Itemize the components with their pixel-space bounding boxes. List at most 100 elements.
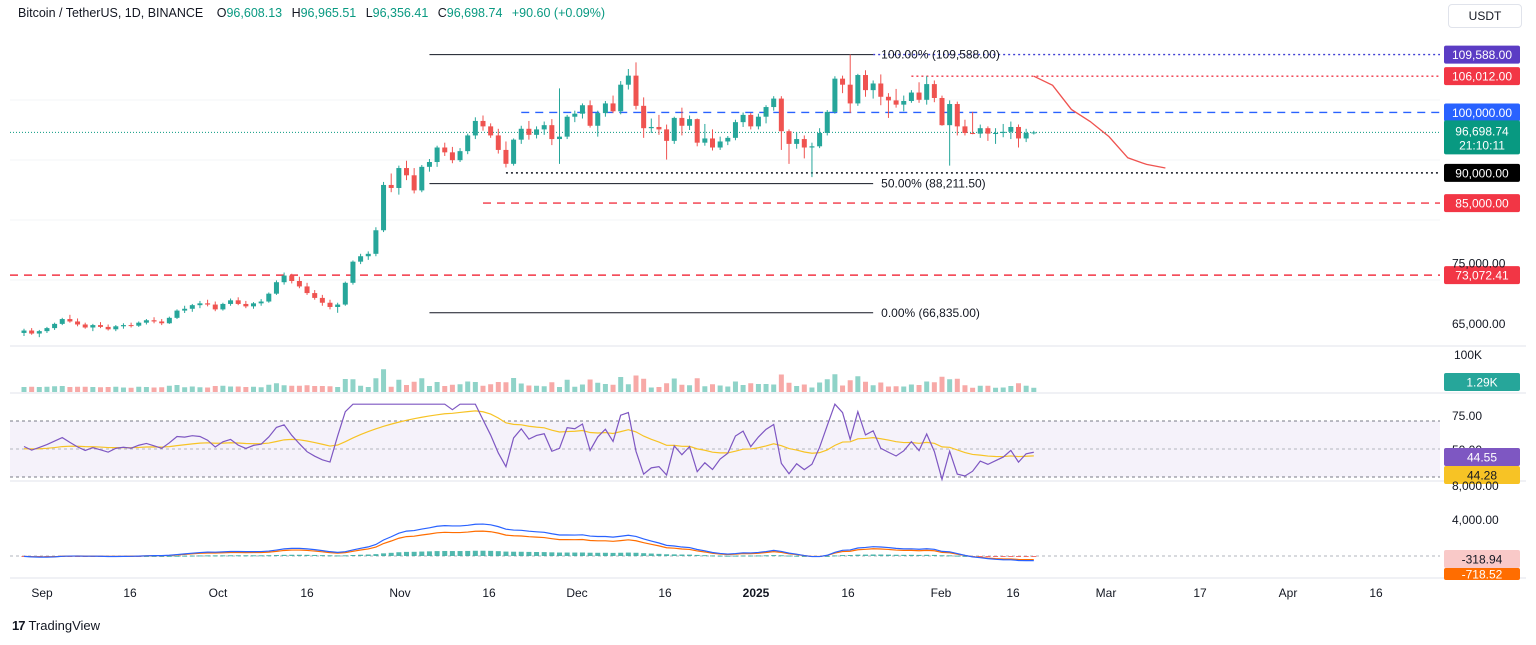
macd-histogram-bar <box>151 555 157 557</box>
macd-histogram-bar <box>786 555 792 557</box>
macd-histogram-bar <box>1016 556 1021 557</box>
candle-body <box>778 98 784 132</box>
candle-body <box>143 320 149 323</box>
macd-histogram-bar <box>954 555 960 557</box>
volume-bar <box>656 387 662 392</box>
volume-bar <box>878 382 884 392</box>
candle-body <box>648 126 654 129</box>
macd-histogram-bar <box>641 553 647 556</box>
candle-body <box>625 75 631 85</box>
volume-bar <box>235 386 241 392</box>
volume-bar <box>143 387 149 392</box>
candle-body <box>488 126 494 136</box>
volume-bar <box>579 384 585 392</box>
macd-histogram-bar <box>1031 556 1037 557</box>
volume-bar <box>518 383 524 392</box>
macd-histogram-bar <box>924 554 930 556</box>
tradingview-brand[interactable]: 17 TradingView <box>12 618 100 633</box>
candle-body <box>258 301 264 304</box>
candle-body <box>1016 126 1021 139</box>
volume-bar <box>1008 386 1014 392</box>
macd-histogram-bar <box>710 555 715 557</box>
candle-body <box>564 116 570 137</box>
candle-body <box>29 330 35 334</box>
currency-button[interactable]: USDT <box>1448 4 1522 28</box>
macd-histogram-bar <box>220 555 226 557</box>
level-label-bg <box>1444 163 1520 182</box>
x-tick-label: Feb <box>931 586 952 600</box>
candle-body <box>21 330 27 333</box>
candle-body <box>44 328 50 332</box>
macd-histogram-bar <box>778 555 784 557</box>
macd-histogram-bar <box>595 552 601 556</box>
macd-histogram-label-bg <box>1444 550 1520 568</box>
open-label: O <box>216 6 227 20</box>
candle-body <box>740 114 746 123</box>
volume-bar <box>120 387 126 392</box>
candle-body <box>908 92 914 102</box>
candle-body <box>243 303 249 307</box>
volume-bar <box>901 386 907 392</box>
candle-body <box>526 128 532 135</box>
candle-body <box>664 129 670 141</box>
macd-histogram-bar <box>939 555 945 557</box>
candle-body <box>694 119 700 143</box>
volume-bar <box>549 382 555 392</box>
volume-bar <box>411 381 417 392</box>
candle-body <box>296 280 302 287</box>
macd-histogram-bar <box>457 551 463 556</box>
macd-histogram-bar <box>893 554 899 556</box>
volume-bar <box>327 386 333 392</box>
brand-name: TradingView <box>28 618 101 633</box>
macd-histogram-bar <box>335 555 341 557</box>
volume-bar <box>426 386 432 392</box>
x-tick-label: Nov <box>389 586 410 600</box>
current-price-badge <box>1444 120 1520 155</box>
volume-bar <box>189 386 195 392</box>
candle-body <box>641 105 647 129</box>
macd-histogram-bar <box>564 552 570 556</box>
current-price-label: 96,698.74 <box>1455 124 1509 138</box>
candle-body <box>273 282 279 294</box>
macd-histogram-bar <box>511 551 517 556</box>
candle-body <box>480 120 486 127</box>
close-label: C <box>437 6 447 20</box>
volume-bar <box>687 385 693 392</box>
macd-histogram-bar <box>625 552 631 556</box>
volume-bar <box>495 382 501 392</box>
macd-line <box>23 523 1034 562</box>
candle-body <box>98 325 103 327</box>
candle-body <box>541 125 547 130</box>
macd-histogram-bar <box>304 554 310 556</box>
volume-bar <box>755 384 761 392</box>
symbol-title[interactable]: Bitcoin / TetherUS, 1D, BINANCE <box>18 6 204 20</box>
macd-histogram-bar <box>281 554 287 556</box>
candle-body <box>579 105 585 114</box>
candle-body <box>671 117 677 141</box>
volume-bar <box>855 376 861 392</box>
volume-label-bg <box>1444 373 1520 391</box>
rsi-ma-line <box>23 410 1034 458</box>
candle-body <box>174 310 180 318</box>
candle-body <box>365 253 371 257</box>
volume-label: 1.29K <box>1466 376 1497 390</box>
macd-histogram-bar <box>763 555 769 557</box>
volume-bar <box>396 379 402 392</box>
volume-bar <box>817 382 823 392</box>
candle-body <box>977 128 983 134</box>
macd-histogram-bar <box>664 554 670 556</box>
candle-body <box>847 84 853 104</box>
macd-histogram-bar <box>847 554 853 556</box>
candle-body <box>113 326 119 330</box>
volume-bar <box>648 387 654 392</box>
macd-histogram-label: -318.94 <box>1462 553 1503 567</box>
candle-body <box>457 151 463 161</box>
volume-bar <box>457 384 463 392</box>
x-tick-label: 17 <box>1193 586 1207 600</box>
candle-body <box>411 175 417 191</box>
macd-histogram-bar <box>159 555 165 557</box>
candle-body <box>52 323 58 329</box>
volume-bar <box>526 385 532 392</box>
volume-bar <box>166 385 172 392</box>
